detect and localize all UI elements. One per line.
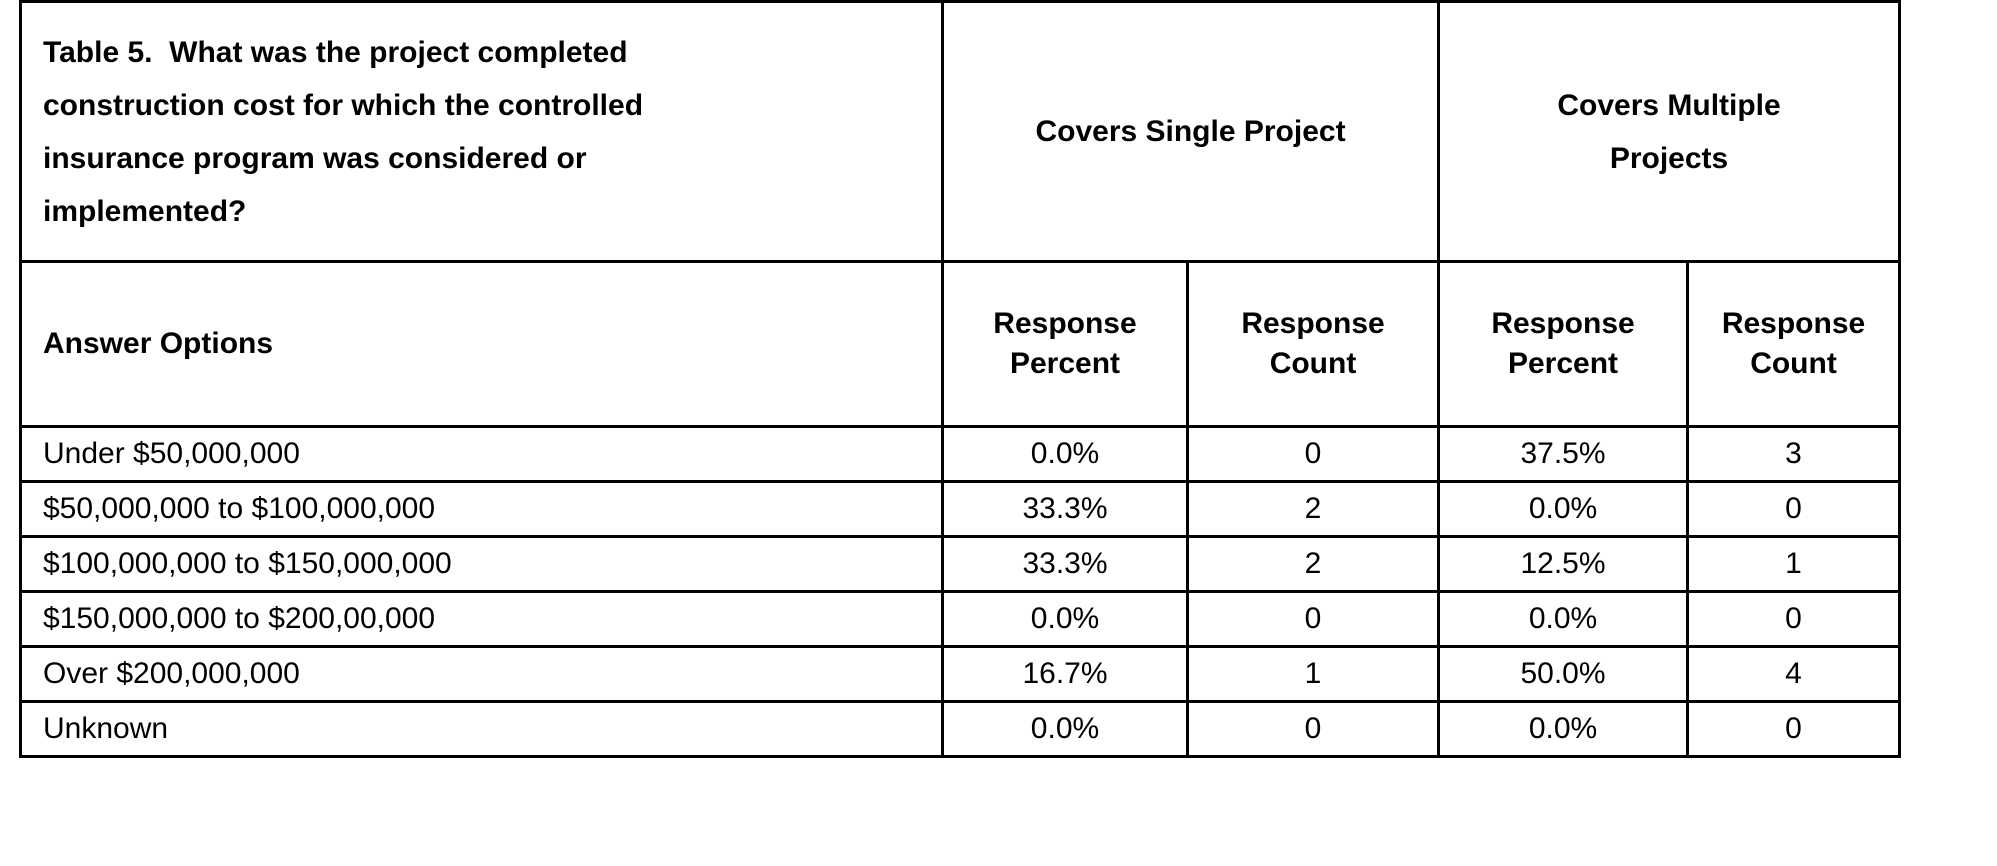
header-line: Response (1491, 307, 1635, 340)
single-response-percent: 0.0% (941, 590, 1189, 648)
single-response-percent: 0.0% (941, 700, 1189, 758)
title-row: Table 5. What was the project completed … (19, 0, 1902, 263)
table-5: Table 5. What was the project completed … (19, 0, 1902, 758)
table-container: Table 5. What was the project completed … (19, 0, 1902, 758)
header-line: Count (1750, 347, 1837, 380)
single-response-count: 0 (1185, 590, 1441, 648)
table-row: Unknown 0.0% 0 0.0% 0 (19, 700, 1902, 758)
header-line: Percent (1507, 347, 1619, 380)
answer-options-header: Answer Options (19, 260, 944, 428)
multiple-response-count: 0 (1686, 590, 1902, 648)
header-line: Percent (1009, 347, 1121, 380)
single-response-count: 2 (1185, 535, 1441, 593)
answer-option-label: Under $50,000,000 (19, 425, 944, 483)
subheader-row: Answer Options Response Percent Response… (19, 260, 1902, 428)
table-title-line-1: Table 5. What was the project completed (43, 35, 628, 69)
answer-option-label: $100,000,000 to $150,000,000 (19, 535, 944, 593)
multiple-response-percent: 50.0% (1437, 645, 1690, 703)
table-row: $50,000,000 to $100,000,000 33.3% 2 0.0%… (19, 480, 1902, 538)
answer-option-label: Over $200,000,000 (19, 645, 944, 703)
multiple-response-count: 0 (1686, 480, 1902, 538)
single-response-percent: 16.7% (941, 645, 1189, 703)
single-response-count: 0 (1185, 425, 1441, 483)
group-header-covers-single-project: Covers Single Project (940, 0, 1441, 263)
header-line: Response (1241, 307, 1385, 340)
table-row: $150,000,000 to $200,00,000 0.0% 0 0.0% … (19, 590, 1902, 648)
group-header-covers-multiple-projects: Covers Multiple Projects (1437, 0, 1902, 263)
multiple-response-percent: 37.5% (1437, 425, 1690, 483)
header-line: Response (993, 307, 1137, 340)
multiple-response-percent: 12.5% (1437, 535, 1690, 593)
single-response-percent-header: Response Percent (941, 260, 1189, 428)
multiple-response-count: 4 (1686, 645, 1902, 703)
table-row: Over $200,000,000 16.7% 1 50.0% 4 (19, 645, 1902, 703)
answer-option-label: $50,000,000 to $100,000,000 (19, 480, 944, 538)
multiple-response-percent-header: Response Percent (1437, 260, 1690, 428)
table-title-cell: Table 5. What was the project completed … (19, 0, 944, 263)
table-title-line-2: construction cost for which the controll… (43, 88, 644, 122)
multiple-response-count: 1 (1686, 535, 1902, 593)
multiple-response-percent: 0.0% (1437, 700, 1690, 758)
table-title-line-3: insurance program was considered or (43, 141, 587, 175)
single-response-percent: 33.3% (941, 535, 1189, 593)
single-response-count: 2 (1185, 480, 1441, 538)
multiple-response-count: 0 (1686, 700, 1902, 758)
answer-option-label: $150,000,000 to $200,00,000 (19, 590, 944, 648)
answer-option-label: Unknown (19, 700, 944, 758)
multiple-response-count-header: Response Count (1686, 260, 1902, 428)
table-title-line-4: implemented? (43, 194, 247, 228)
table-row: $100,000,000 to $150,000,000 33.3% 2 12.… (19, 535, 1902, 593)
multiple-response-count: 3 (1686, 425, 1902, 483)
table-row: Under $50,000,000 0.0% 0 37.5% 3 (19, 425, 1902, 483)
single-response-percent: 0.0% (941, 425, 1189, 483)
multiple-response-percent: 0.0% (1437, 480, 1690, 538)
multiple-response-percent: 0.0% (1437, 590, 1690, 648)
header-line: Response (1721, 307, 1866, 340)
group-header-label-line-2: Projects (1609, 141, 1729, 175)
header-line: Count (1269, 347, 1357, 380)
group-header-label-line-1: Covers Multiple (1557, 88, 1781, 122)
single-response-count-header: Response Count (1185, 260, 1441, 428)
single-response-count: 1 (1185, 645, 1441, 703)
group-header-label: Covers Single Project (1035, 115, 1346, 148)
single-response-count: 0 (1185, 700, 1441, 758)
single-response-percent: 33.3% (941, 480, 1189, 538)
